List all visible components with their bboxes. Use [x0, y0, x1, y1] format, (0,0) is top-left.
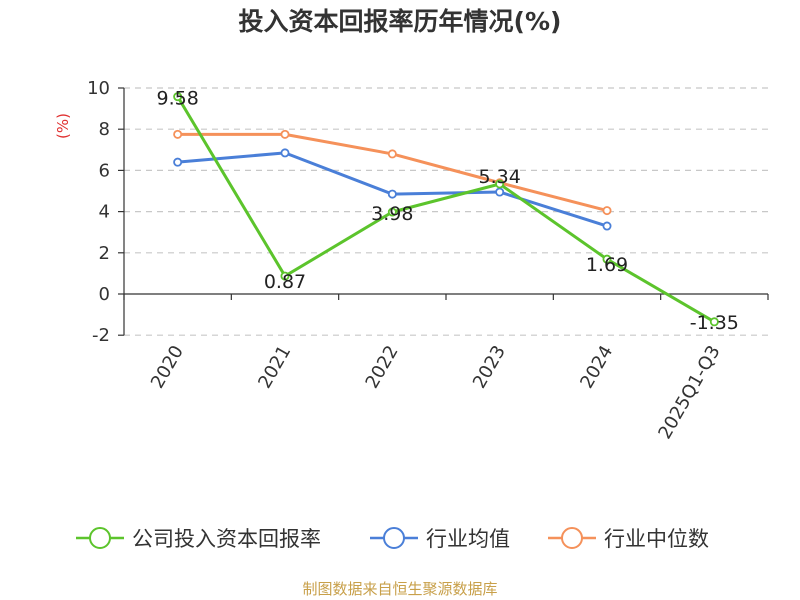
y-axis-label: (%) [54, 113, 72, 139]
data-point [280, 271, 290, 281]
data-label: 3.98 [371, 203, 413, 225]
y-tick-label: 4 [99, 202, 110, 223]
source-note: 制图数据来自恒生聚源数据库 [302, 580, 498, 598]
legend-item-1[interactable]: 公司投入资本回报率 [76, 527, 321, 551]
data-point [709, 317, 719, 327]
data-point [495, 179, 505, 189]
x-tick-label: 2021 [254, 342, 295, 392]
data-point [495, 187, 505, 197]
y-tick-label: 8 [99, 119, 110, 140]
data-point [280, 129, 290, 139]
data-labels: 9.58 0.87 3.98 5.34 1.69 -1.35 [157, 88, 739, 334]
gridlines [124, 87, 768, 336]
y-tick-label: -2 [92, 325, 110, 346]
x-tick-label: 2025Q1-Q3 [654, 342, 724, 443]
data-point [602, 221, 612, 231]
series-lines [173, 92, 719, 327]
data-label: 5.34 [479, 166, 521, 188]
data-point [387, 207, 397, 217]
legend-marker [561, 527, 583, 549]
data-point [387, 189, 397, 199]
data-point [602, 206, 612, 216]
x-tick-label: 2020 [147, 342, 188, 392]
series-line [176, 95, 716, 324]
data-label: 9.58 [157, 88, 199, 110]
y-tick-label: 10 [87, 78, 110, 99]
legend[interactable]: 公司投入资本回报率 行业均值 行业中位数 [76, 527, 709, 551]
data-label: 0.87 [264, 271, 306, 293]
data-point [280, 148, 290, 158]
legend-label: 行业中位数 [604, 527, 709, 551]
data-point [602, 254, 612, 264]
legend-label: 行业均值 [426, 527, 510, 551]
legend-item-3[interactable]: 行业中位数 [548, 527, 709, 551]
data-point [173, 92, 183, 102]
data-label: 1.69 [586, 254, 628, 276]
x-tick-label: 2022 [362, 342, 403, 392]
chart-title: 投入资本回报率历年情况(%) [238, 7, 562, 36]
data-point [387, 149, 397, 159]
x-tick-label: 2023 [469, 342, 510, 392]
legend-marker [383, 527, 405, 549]
y-tick-label: 0 [99, 284, 110, 305]
legend-label: 公司投入资本回报率 [132, 527, 321, 551]
legend-marker [89, 527, 111, 549]
data-point [173, 157, 183, 167]
data-label: -1.35 [690, 312, 739, 334]
series-line [177, 132, 608, 213]
y-tick-label: 6 [99, 160, 110, 181]
legend-item-2[interactable]: 行业均值 [370, 527, 510, 551]
y-tick-label: 2 [99, 243, 110, 264]
x-tick-label: 2024 [576, 342, 617, 392]
axes: 10 8 6 4 2 0 -2 2020 2021 2022 2023 2024 2025Q1-Q3 [87, 78, 769, 443]
data-point [173, 129, 183, 139]
